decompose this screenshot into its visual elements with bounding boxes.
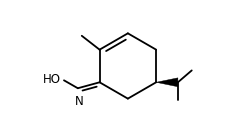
- Text: HO: HO: [43, 73, 61, 86]
- Text: N: N: [74, 95, 83, 108]
- Polygon shape: [155, 78, 177, 87]
